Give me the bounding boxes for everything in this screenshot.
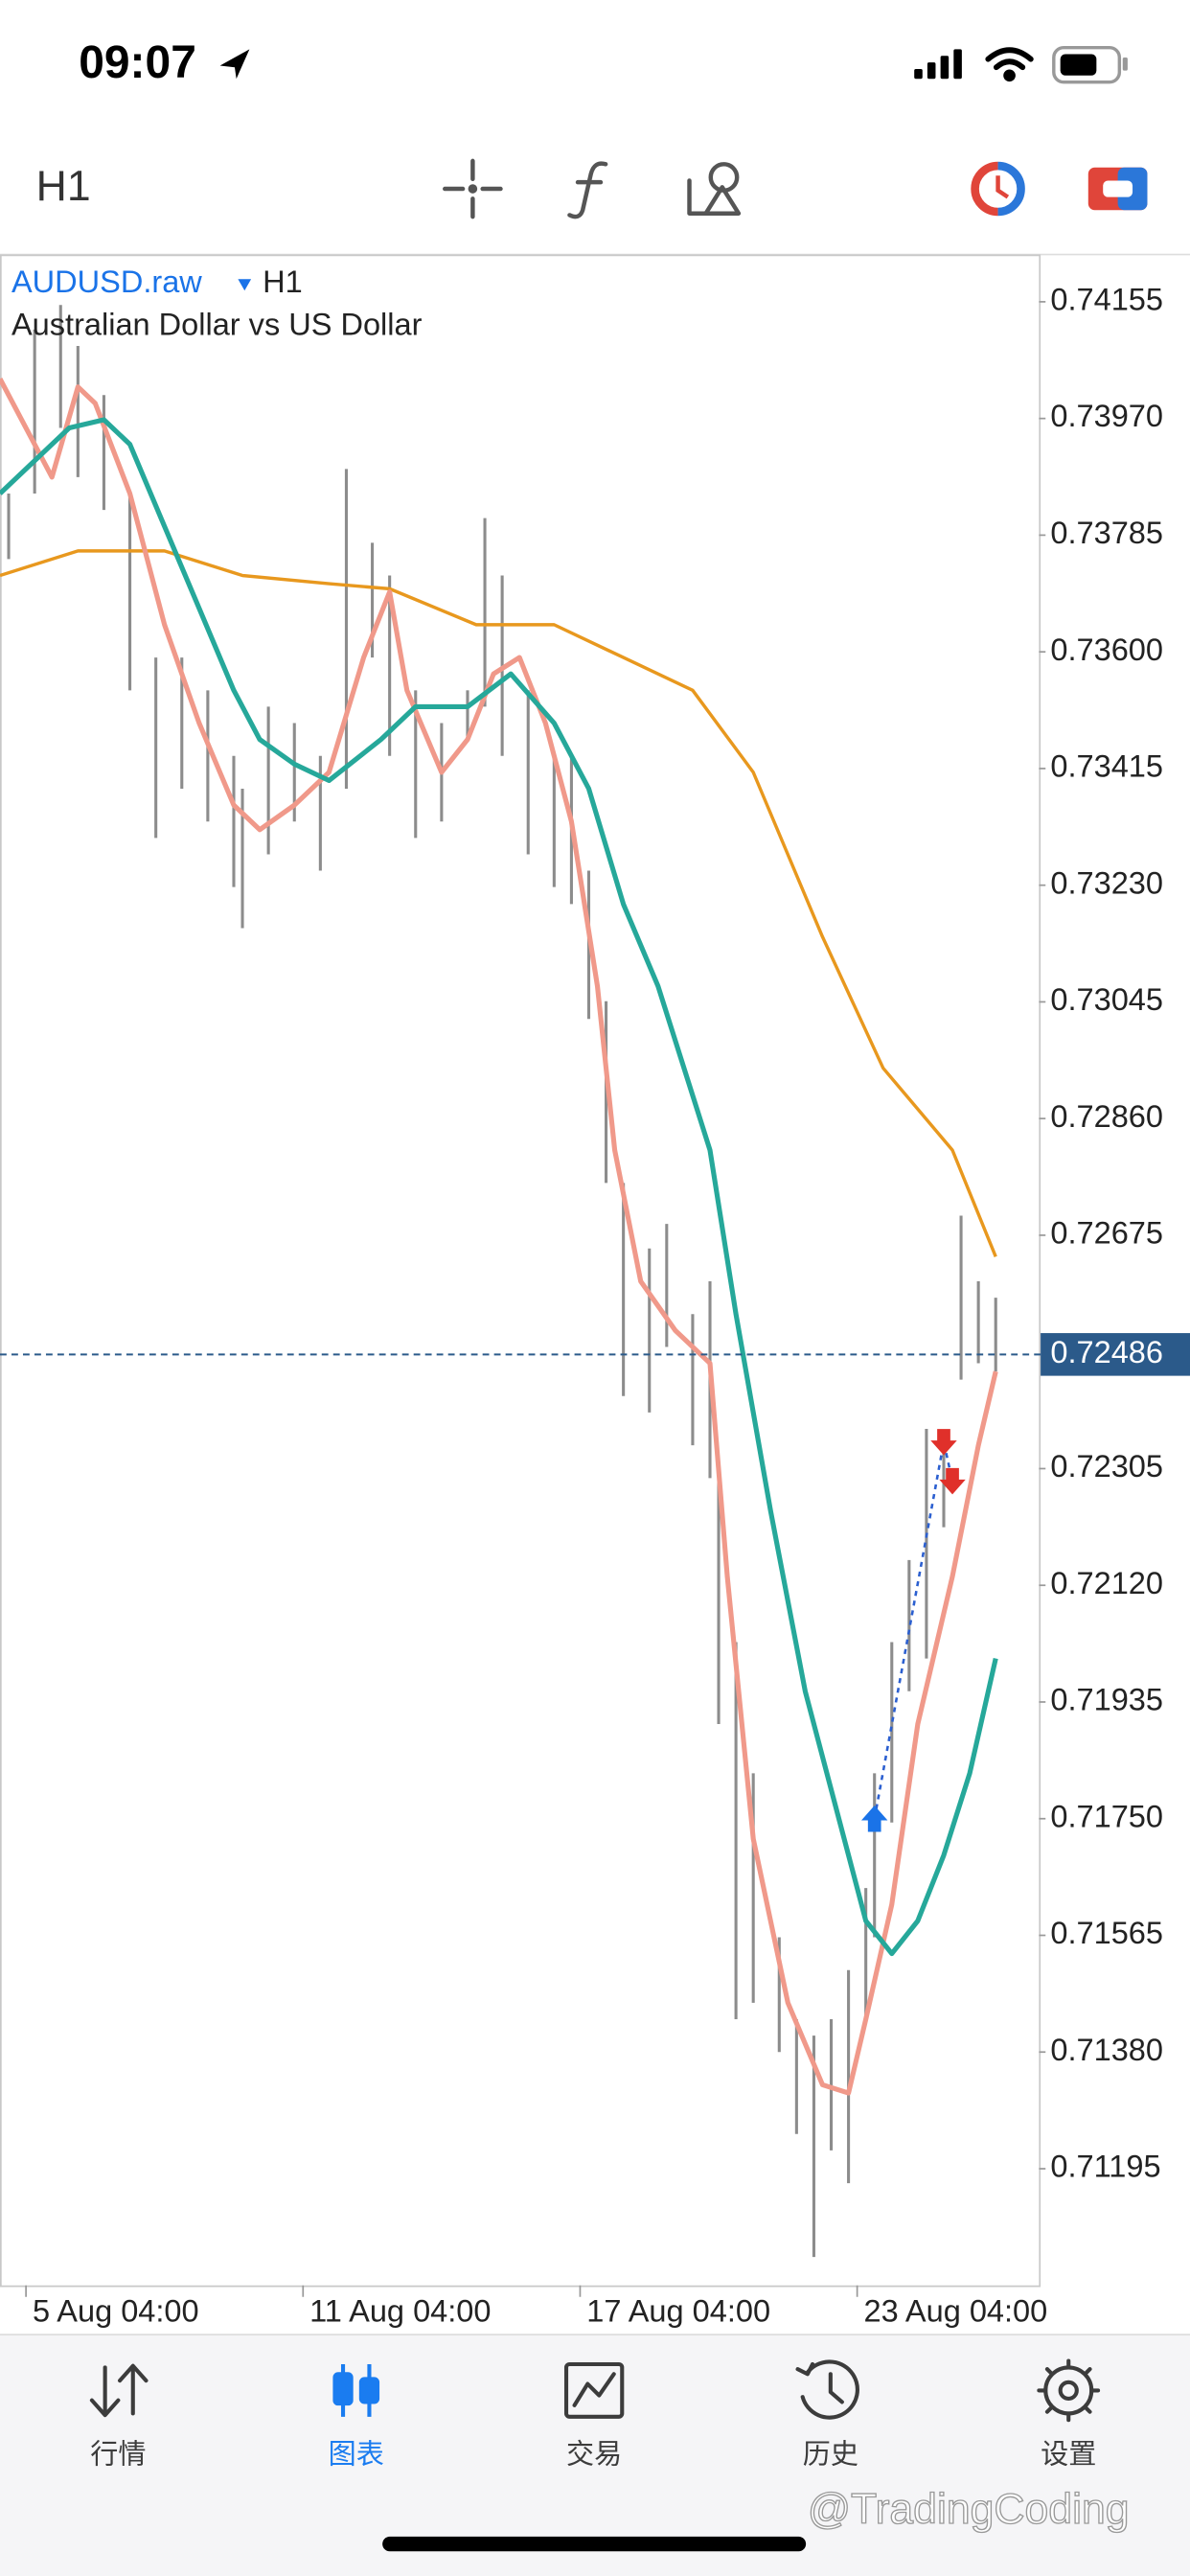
x-tick-label: 5 Aug 04:00 <box>33 2293 199 2328</box>
plot-frame <box>0 254 1041 2288</box>
y-tick-label: 0.72120 <box>1050 1566 1163 1600</box>
one-click-button[interactable] <box>971 161 1025 217</box>
watermark: @TradingCoding <box>808 2486 1130 2533</box>
y-tick-label: 0.73415 <box>1050 749 1163 784</box>
tab-label[interactable]: 设置 <box>1041 2440 1096 2471</box>
battery-icon <box>1052 45 1128 84</box>
tab-labels: 行情 图表 交易 历史 设置 <box>90 2439 1096 2471</box>
chart-description: Australian Dollar vs US Dollar <box>11 308 423 342</box>
y-tick-label: 0.73785 <box>1050 516 1163 550</box>
y-tick-label: 0.73230 <box>1050 865 1163 900</box>
y-tick-label: 0.72860 <box>1050 1099 1163 1134</box>
indicators-button[interactable] <box>567 161 608 219</box>
ma-line <box>0 377 998 2096</box>
price-axis: 0.74155 0.73970 0.73785 0.73600 0.73415 0.732… <box>25 282 1163 2328</box>
x-tick-label: 23 Aug 04:00 <box>863 2293 1047 2328</box>
trade-arrow <box>939 1467 966 1495</box>
plot-area <box>0 305 998 2258</box>
trade-arrow <box>860 1806 888 1832</box>
chart-timeframe: H1 <box>263 264 303 299</box>
status-time: 09:07 <box>79 37 196 88</box>
chart-symbol[interactable]: AUDUSD.raw <box>11 264 202 299</box>
tab-label[interactable]: 历史 <box>803 2439 858 2471</box>
trade-button[interactable] <box>1087 167 1148 211</box>
home-indicator <box>382 2536 807 2552</box>
y-tick-label: 0.71195 <box>1050 2150 1160 2184</box>
tab-bar <box>0 2334 1190 2576</box>
crosshair-button[interactable] <box>443 158 503 219</box>
settings-icon <box>1037 2358 1101 2423</box>
history-icon <box>795 2359 859 2420</box>
chart-icon <box>332 2363 380 2417</box>
y-tick-label: 0.73045 <box>1050 982 1163 1017</box>
tab-label[interactable]: 行情 <box>90 2439 146 2471</box>
y-tick-label: 0.72675 <box>1050 1216 1163 1251</box>
signal-icon <box>914 49 962 80</box>
y-tick-label: 0.71380 <box>1050 2033 1163 2067</box>
ma-line <box>0 417 998 1957</box>
y-tick-label: 0.72305 <box>1050 1449 1163 1484</box>
wifi-icon <box>985 47 1034 82</box>
location-icon <box>219 49 250 80</box>
y-tick-label: 0.71565 <box>1050 1916 1163 1950</box>
y-tick-label: 0.71750 <box>1050 1799 1163 1833</box>
ma-line <box>0 549 997 1257</box>
x-tick-label: 17 Aug 04:00 <box>586 2293 770 2328</box>
tab-label[interactable]: 图表 <box>329 2439 384 2471</box>
y-tick-label: 0.73600 <box>1050 632 1163 667</box>
objects-button[interactable] <box>687 162 742 216</box>
x-tick-label: 11 Aug 04:00 <box>309 2293 491 2328</box>
current-price-box <box>1041 1333 1190 1376</box>
y-tick-label: 0.71935 <box>1050 1683 1163 1717</box>
trade-icon <box>563 2361 625 2419</box>
tab-label[interactable]: 交易 <box>566 2439 622 2471</box>
trade-arrow <box>930 1429 957 1456</box>
quotes-icon <box>89 2363 149 2418</box>
current-price-label: 0.72486 <box>1050 1335 1163 1369</box>
toolbar-timeframe[interactable]: H1 <box>36 163 91 210</box>
y-tick-label: 0.74155 <box>1050 282 1163 316</box>
y-tick-label: 0.73970 <box>1050 399 1163 433</box>
symbol-dropdown[interactable] <box>238 279 252 291</box>
